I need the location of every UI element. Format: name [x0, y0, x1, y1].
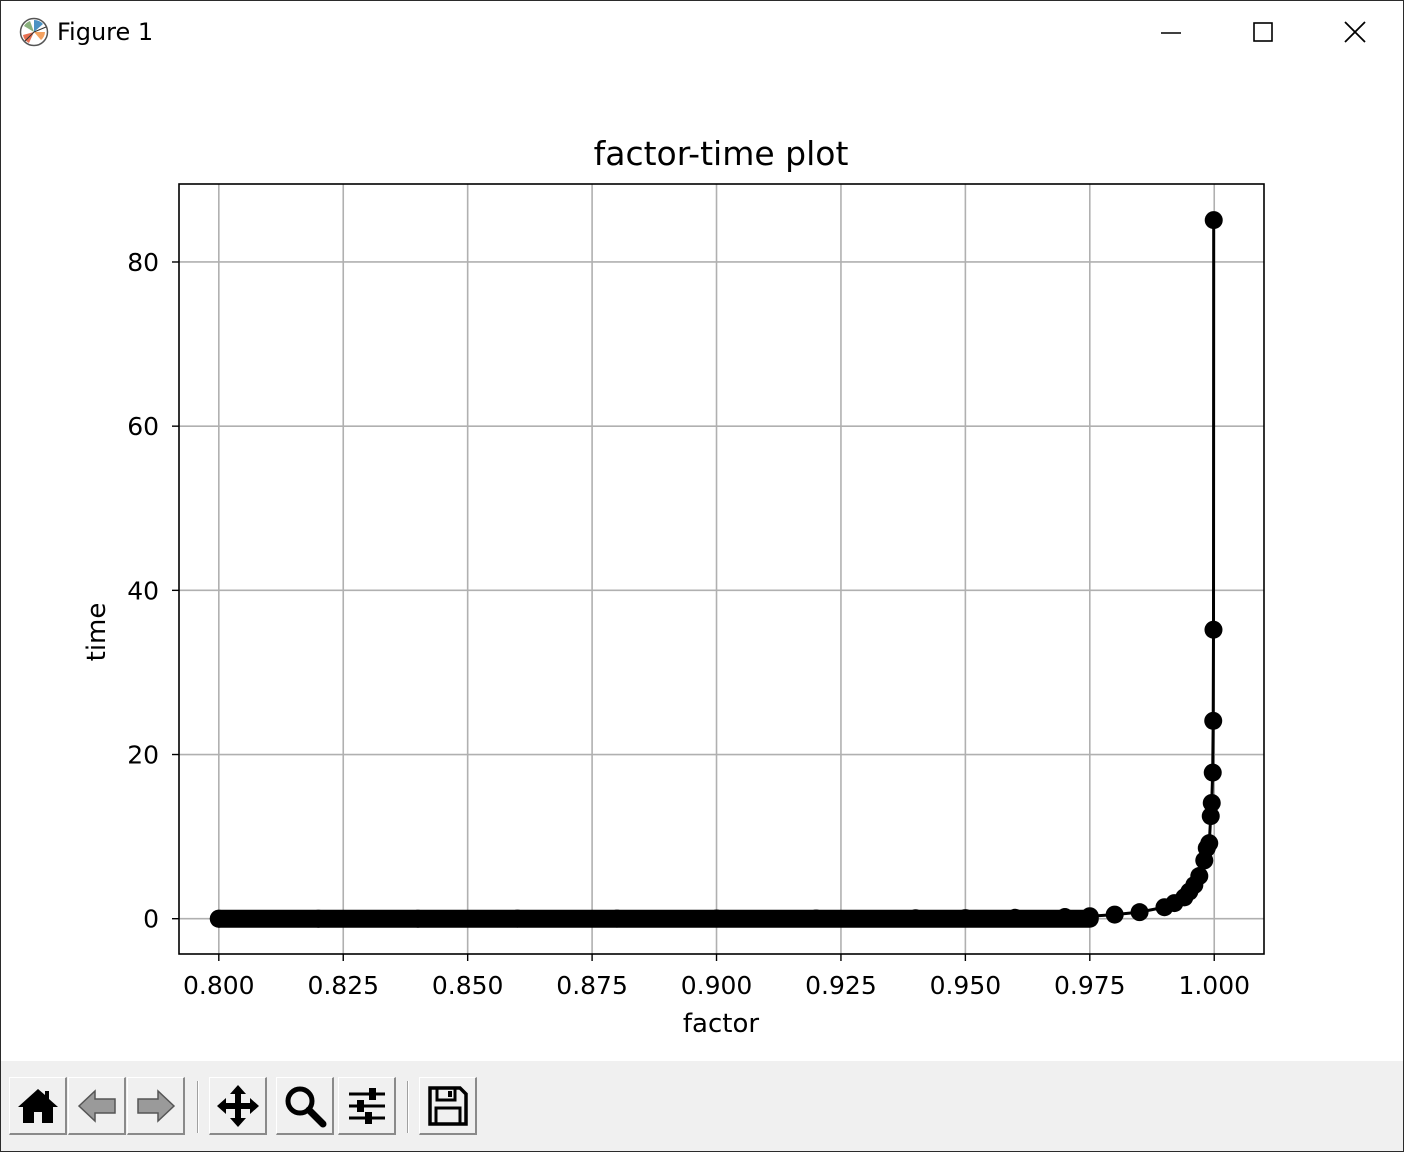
x-tick-label: 0.800: [183, 971, 255, 1000]
plot-frame: [178, 183, 1265, 955]
pan-button[interactable]: [209, 1077, 267, 1135]
arrow-right-icon: [136, 1088, 175, 1123]
data-point: [1190, 867, 1209, 886]
x-axis-label: factor: [683, 1009, 759, 1039]
close-button[interactable]: [1309, 1, 1401, 63]
x-tick-label: 0.900: [681, 971, 753, 1000]
toolbar-separator: [197, 1081, 199, 1133]
data-series: [209, 211, 1223, 928]
data-point: [1204, 211, 1223, 230]
toolbar-separator: [407, 1081, 409, 1133]
data-point: [1055, 908, 1074, 927]
factor-time-chart[interactable]: factor-time plot factor time 0.800 0.825 0…: [1, 63, 1403, 1061]
save-button[interactable]: [419, 1077, 477, 1135]
maximize-icon: [1253, 22, 1273, 42]
data-point: [1200, 834, 1219, 853]
data-point: [1202, 793, 1221, 812]
data-point: [1105, 905, 1124, 924]
move-icon: [216, 1084, 259, 1127]
chart-title: factor-time plot: [594, 134, 849, 173]
forward-button[interactable]: [127, 1077, 185, 1135]
data-point: [1080, 907, 1099, 926]
x-tick-label: 0.875: [556, 971, 628, 1000]
minimize-button[interactable]: [1125, 1, 1217, 63]
data-point: [1130, 903, 1149, 922]
navigation-toolbar: [1, 1061, 1403, 1151]
x-tick-label: 0.975: [1054, 971, 1126, 1000]
floppy-disk-icon: [427, 1085, 468, 1126]
data-point: [209, 909, 228, 928]
zoom-button[interactable]: [276, 1077, 334, 1135]
minimize-icon: [1161, 32, 1181, 34]
x-tick-label: 0.950: [930, 971, 1002, 1000]
data-point: [1204, 711, 1223, 730]
data-point: [1204, 620, 1223, 639]
data-point: [408, 909, 427, 928]
data-point: [956, 909, 975, 928]
x-tick-label: 0.825: [307, 971, 379, 1000]
data-point: [1201, 807, 1220, 826]
close-icon: [1344, 21, 1366, 43]
y-tick-label: 80: [127, 248, 159, 277]
back-button[interactable]: [68, 1077, 126, 1135]
y-tick-label: 40: [127, 576, 159, 605]
sliders-icon: [348, 1087, 385, 1124]
magnifier-icon: [285, 1086, 326, 1127]
x-tick-label: 0.925: [805, 971, 877, 1000]
data-point: [707, 909, 726, 928]
data-point: [807, 909, 826, 928]
figure-canvas[interactable]: factor-time plot factor time 0.800 0.825 0…: [1, 63, 1403, 1061]
configure-subplots-button[interactable]: [338, 1077, 396, 1135]
data-point: [508, 909, 527, 928]
axis-ticks: 0.800 0.825 0.850 0.875 0.900 0.925 0.950 0.975…: [127, 248, 1250, 1000]
matplotlib-logo-icon: [19, 17, 49, 47]
window-title: Figure 1: [57, 18, 154, 46]
x-tick-label: 1.000: [1178, 971, 1250, 1000]
data-point: [906, 909, 925, 928]
y-tick-label: 60: [127, 412, 159, 441]
maximize-button[interactable]: [1217, 1, 1309, 63]
data-point: [1203, 763, 1222, 782]
data-point: [1006, 908, 1025, 927]
arrow-left-icon: [77, 1088, 116, 1123]
data-point: [309, 909, 328, 928]
home-icon: [17, 1088, 58, 1123]
title-bar[interactable]: Figure 1: [1, 1, 1403, 63]
y-axis-label: time: [82, 603, 112, 662]
grid-lines: [179, 184, 1264, 954]
data-point: [607, 909, 626, 928]
y-tick-label: 0: [143, 905, 159, 934]
home-button[interactable]: [9, 1077, 67, 1135]
x-tick-label: 0.850: [432, 971, 504, 1000]
y-tick-label: 20: [127, 741, 159, 770]
series-marker-band: [209, 909, 1099, 928]
